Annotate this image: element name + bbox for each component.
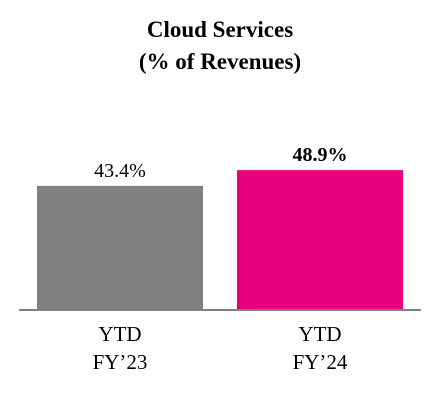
data-label-1: 43.4% bbox=[94, 160, 146, 182]
category-label-2-line-1: YTD bbox=[298, 322, 342, 346]
data-label-2: 48.9% bbox=[293, 144, 348, 166]
category-label-2: YTD FY’24 bbox=[237, 320, 403, 376]
category-label-1-line-1: YTD bbox=[98, 322, 142, 346]
chart-title-line-2: (% of Revenues) bbox=[138, 49, 302, 74]
category-label-2-line-2: FY’24 bbox=[292, 350, 348, 374]
chart-title-line-1: Cloud Services bbox=[146, 17, 294, 42]
bar-1 bbox=[37, 185, 203, 310]
category-label-1-line-2: FY’23 bbox=[92, 350, 148, 374]
category-label-1: YTD FY’23 bbox=[37, 320, 203, 376]
bar-2 bbox=[237, 170, 403, 310]
